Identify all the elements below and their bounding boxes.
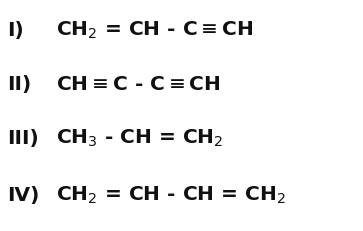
Text: CH$_2$ = CH - CH = CH$_2$: CH$_2$ = CH - CH = CH$_2$	[56, 185, 286, 206]
Text: CH$\equiv$C - C$\equiv$CH: CH$\equiv$C - C$\equiv$CH	[56, 75, 221, 94]
Text: I): I)	[7, 21, 24, 40]
Text: III): III)	[7, 129, 39, 148]
Text: IV): IV)	[7, 186, 40, 205]
Text: CH$_2$ = CH - C$\equiv$CH: CH$_2$ = CH - C$\equiv$CH	[56, 19, 254, 41]
Text: II): II)	[7, 75, 32, 94]
Text: CH$_3$ - CH = CH$_2$: CH$_3$ - CH = CH$_2$	[56, 128, 224, 149]
